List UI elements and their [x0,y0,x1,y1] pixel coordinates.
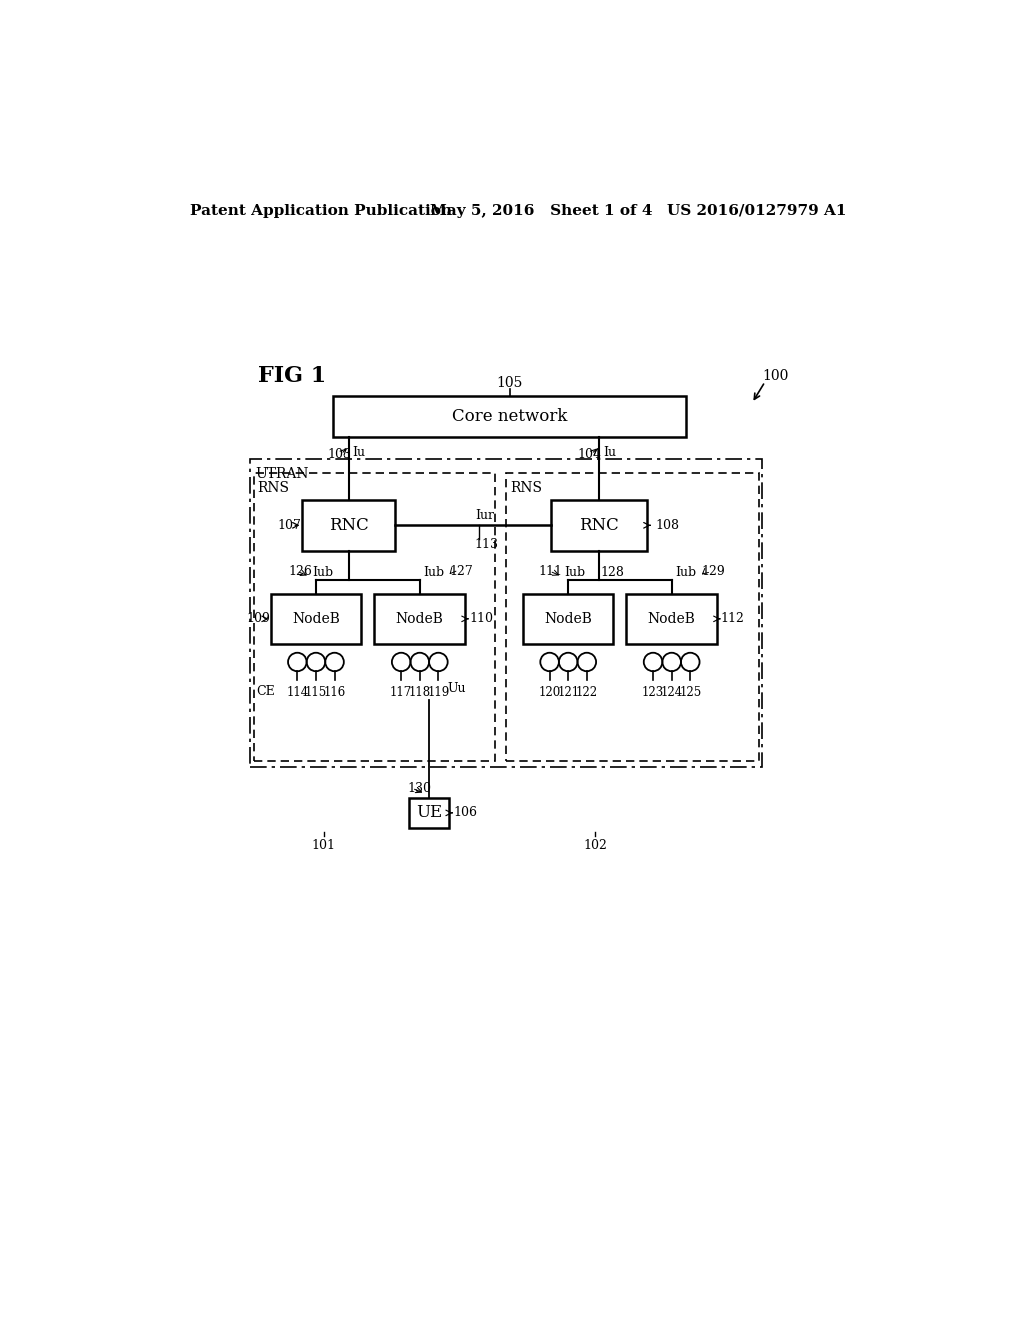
Text: 110: 110 [469,612,493,626]
Bar [409,797,450,829]
Text: RNC: RNC [329,517,369,533]
Text: Iub: Iub [564,566,586,579]
Text: 111: 111 [539,565,563,578]
Text: 106: 106 [453,807,477,820]
Bar [506,473,759,760]
Text: CE: CE [257,685,275,698]
Text: Iub: Iub [424,566,444,579]
Text: NodeB: NodeB [292,612,340,626]
Text: 123: 123 [642,686,665,700]
Text: NodeB: NodeB [545,612,592,626]
Text: 126: 126 [289,565,312,578]
Text: Iub: Iub [676,566,696,579]
Text: 100: 100 [762,368,788,383]
Text: 129: 129 [701,565,725,578]
Bar [375,594,465,644]
Bar [551,499,647,552]
Text: 118: 118 [409,686,431,700]
Text: UTRAN: UTRAN [255,467,308,480]
Bar [254,473,496,760]
Text: 121: 121 [557,686,580,700]
Text: 112: 112 [721,612,744,626]
Text: Iu: Iu [603,446,616,459]
Text: US 2016/0127979 A1: US 2016/0127979 A1 [667,203,846,218]
Text: UE: UE [416,804,442,821]
Text: Uu: Uu [447,681,466,694]
Text: 128: 128 [601,566,625,579]
Text: 120: 120 [539,686,561,700]
Text: Iub: Iub [312,566,333,579]
Text: 115: 115 [305,686,327,700]
Text: 102: 102 [584,838,607,851]
Text: 108: 108 [655,519,679,532]
Text: NodeB: NodeB [648,612,695,626]
Bar [523,594,613,644]
Text: 124: 124 [660,686,683,700]
Text: RNS: RNS [510,480,542,495]
Text: 114: 114 [287,686,308,700]
Text: 116: 116 [324,686,346,700]
Text: 101: 101 [311,838,336,851]
Text: 103: 103 [328,447,351,461]
Bar [302,499,395,552]
Text: 127: 127 [450,565,473,578]
Text: 105: 105 [497,376,523,391]
Text: FIG 1: FIG 1 [258,364,327,387]
Bar [251,459,762,767]
Text: NodeB: NodeB [396,612,443,626]
Bar [627,594,717,644]
Text: May 5, 2016   Sheet 1 of 4: May 5, 2016 Sheet 1 of 4 [430,203,652,218]
Text: 117: 117 [390,686,413,700]
Text: 130: 130 [408,781,431,795]
Text: 104: 104 [578,447,601,461]
Text: Iu: Iu [352,446,366,459]
Text: 113: 113 [475,539,499,550]
Text: 122: 122 [575,686,598,700]
Text: RNC: RNC [580,517,620,533]
Text: 125: 125 [679,686,701,700]
Text: Core network: Core network [452,408,567,425]
Text: 107: 107 [278,519,301,532]
Text: 109: 109 [247,612,270,626]
Text: RNS: RNS [257,480,290,495]
Text: Iur: Iur [475,508,494,521]
Bar [334,396,686,437]
Text: Patent Application Publication: Patent Application Publication [190,203,452,218]
Text: 119: 119 [427,686,450,700]
Bar [271,594,360,644]
